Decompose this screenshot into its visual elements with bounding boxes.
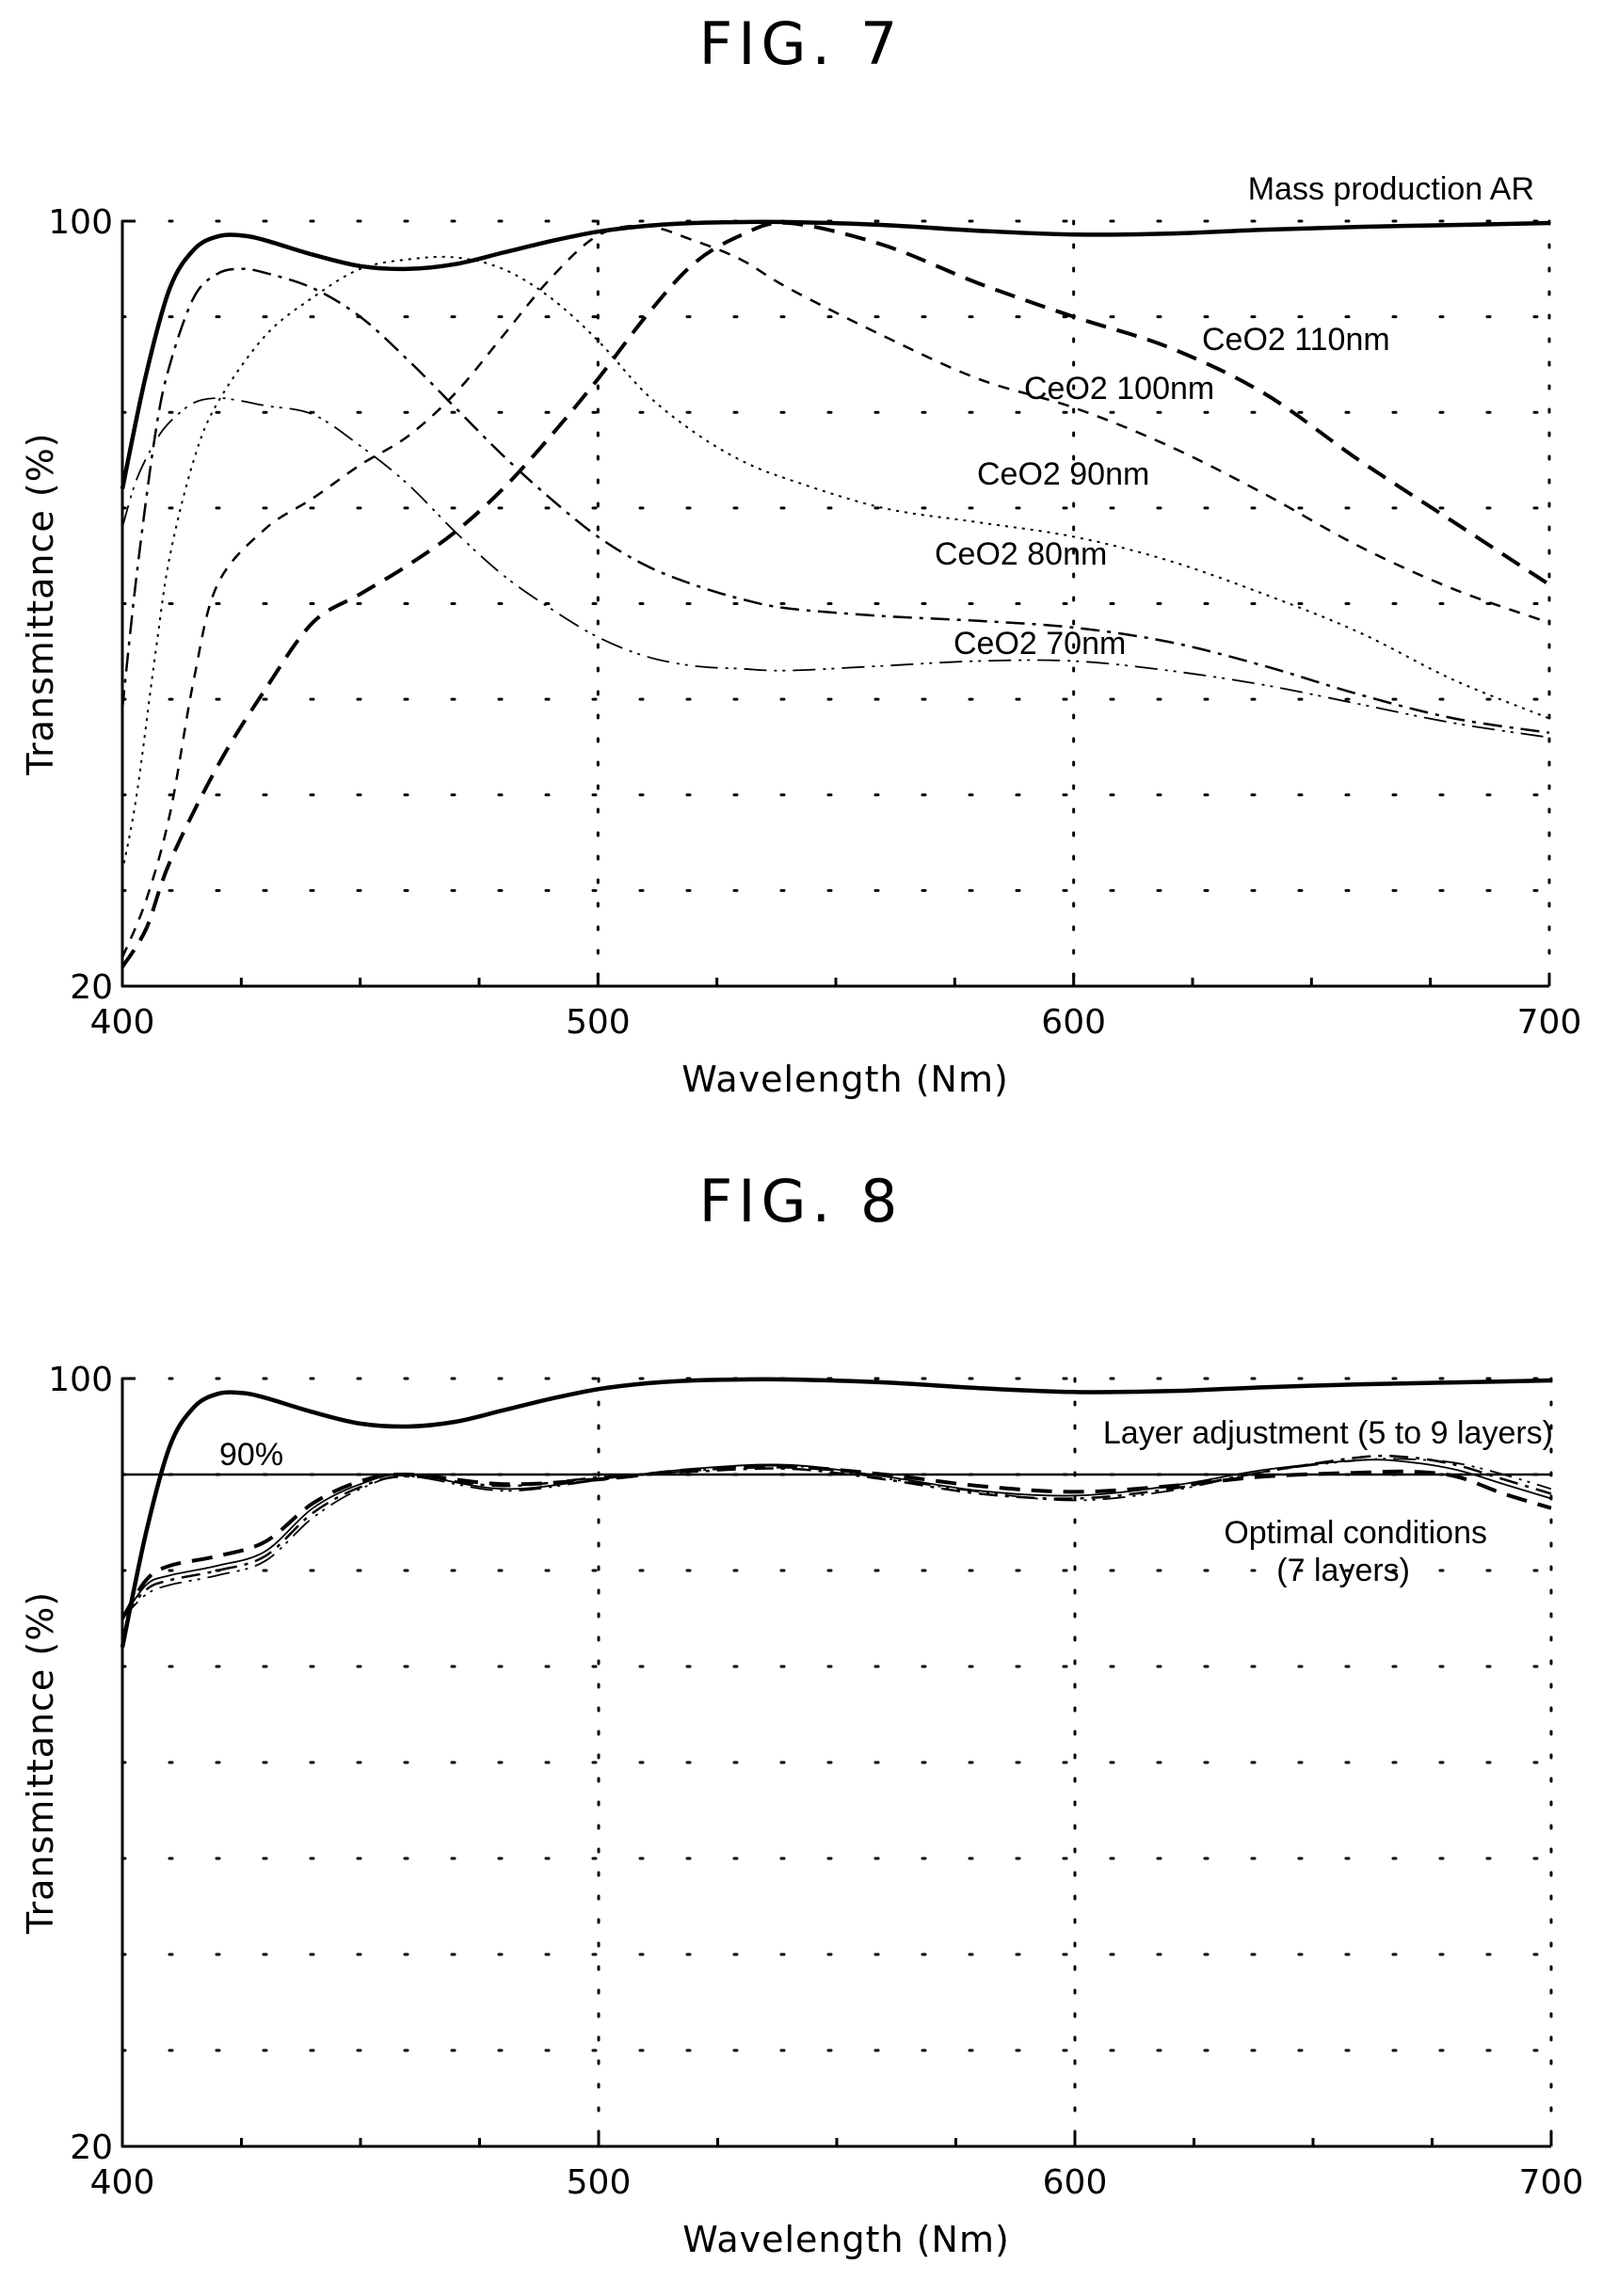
fig7-chart: 400 500 600 700 20 100 Wavelength (Nm) Transmit… — [20, 171, 1582, 1100]
x-tick-label: 600 — [1041, 1003, 1106, 1042]
series-annotation: CeO2 110nm — [1202, 322, 1390, 358]
series-annotation: CeO2 80nm — [935, 536, 1107, 572]
series-annotation: (7 layers) — [1276, 1553, 1410, 1588]
x-tick-label: 500 — [566, 1003, 631, 1042]
y-tick-label: 20 — [70, 968, 113, 1007]
fig7-title: FIG. 7 — [698, 9, 904, 78]
series-annotation: CeO2 90nm — [977, 456, 1149, 492]
x-tick-label: 400 — [90, 2163, 155, 2202]
x-axis-label: Wavelength (Nm) — [682, 2219, 1010, 2260]
x-tick-label: 700 — [1517, 1003, 1582, 1042]
x-tick-label: 600 — [1043, 2163, 1108, 2202]
x-tick-label: 700 — [1519, 2163, 1584, 2202]
y-tick-label: 20 — [70, 2129, 113, 2167]
series-annotation: Optimal conditions — [1224, 1515, 1487, 1551]
series-annotation: Layer adjustment (5 to 9 layers) — [1103, 1415, 1553, 1451]
reference-line-label: 90% — [219, 1437, 283, 1473]
fig8-title: FIG. 8 — [698, 1167, 904, 1236]
series-annotation: Mass production AR — [1248, 171, 1534, 207]
y-axis-label: Transmittance (%) — [20, 432, 61, 775]
y-tick-label: 100 — [48, 203, 113, 242]
series-line-1 — [120, 219, 1550, 489]
x-tick-label: 400 — [90, 1003, 155, 1042]
series-line-5 — [121, 1458, 1552, 1619]
series-annotation: CeO2 100nm — [1024, 371, 1214, 407]
x-tick-label: 500 — [567, 2163, 632, 2202]
series-line-4 — [121, 1454, 1552, 1619]
y-tick-label: 100 — [48, 1361, 113, 1399]
y-axis-label: Transmittance (%) — [20, 1591, 61, 1935]
fig8-chart: 400 500 600 700 20 100 Wavelength (Nm) Transmit… — [20, 1361, 1584, 2260]
series-line-5 — [120, 267, 1550, 734]
series-annotation: CeO2 70nm — [953, 626, 1126, 662]
series-line-6 — [121, 397, 1550, 739]
series-line-2 — [120, 1464, 1552, 1620]
series-line-1 — [120, 1377, 1552, 1649]
series-line-3 — [120, 224, 1550, 958]
x-axis-label: Wavelength (Nm) — [681, 1059, 1009, 1100]
